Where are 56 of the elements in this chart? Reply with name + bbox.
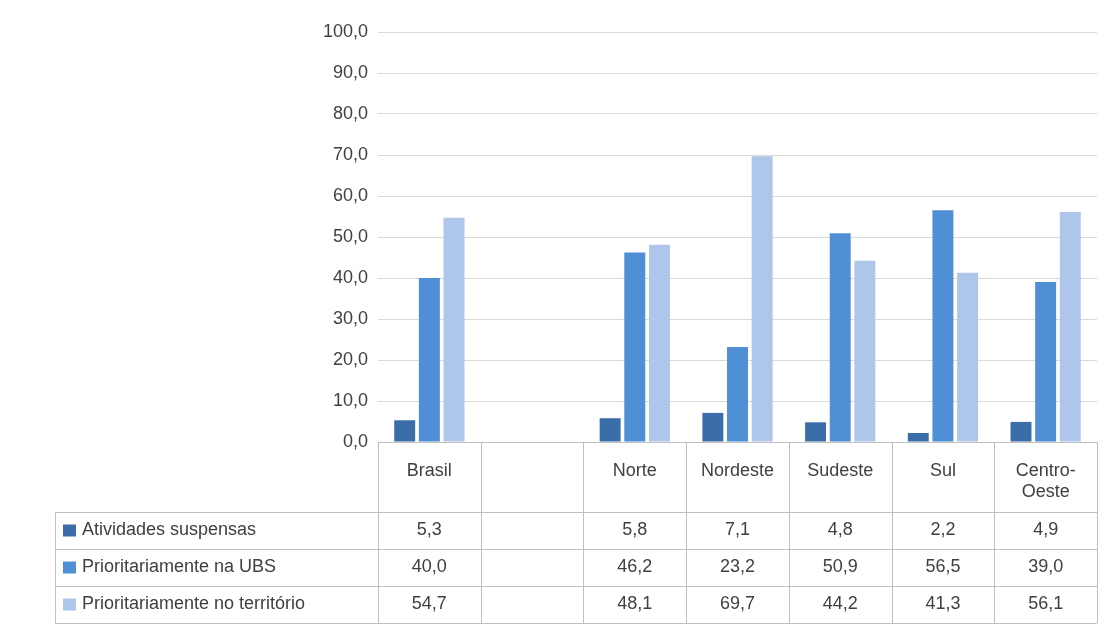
bar (1059, 211, 1081, 442)
y-tick-label: 50,0 (332, 225, 368, 246)
y-tick-label: 20,0 (332, 348, 368, 369)
data-label: 5,8 (622, 519, 648, 540)
y-tick-label: 90,0 (332, 61, 368, 82)
y-tick-label: 80,0 (332, 102, 368, 123)
y-tick-label: 30,0 (332, 307, 368, 328)
bar (1035, 282, 1057, 442)
data-label: 69,7 (719, 593, 756, 614)
bar (624, 252, 646, 442)
x-tick-label: Nordeste (700, 459, 775, 480)
data-label: 44,2 (822, 593, 858, 614)
data-label: 48,1 (617, 593, 653, 614)
data-label: 54,7 (411, 593, 447, 614)
data-label: 23,2 (719, 556, 756, 577)
bar (648, 244, 670, 442)
data-label: 56,1 (1028, 593, 1064, 614)
data-label: 41,3 (925, 593, 961, 614)
bar (1010, 421, 1032, 442)
bar (443, 217, 465, 442)
x-tick-label: Centro-Oeste (1015, 459, 1076, 502)
data-label: 56,5 (925, 556, 961, 577)
bar (854, 260, 876, 442)
bar (932, 210, 954, 442)
y-tick-label: 60,0 (332, 184, 368, 205)
legend-label: Prioritariamente no território (82, 593, 306, 614)
y-tick-label: 10,0 (332, 389, 368, 410)
data-label: 2,2 (930, 519, 956, 540)
bar (805, 422, 827, 442)
x-tick-label: Sudeste (807, 459, 874, 480)
data-label: 4,8 (827, 519, 853, 540)
y-tick-label: 100,0 (322, 20, 368, 41)
x-tick-label: Brasil (406, 459, 452, 480)
bar (957, 272, 979, 442)
data-label: 46,2 (617, 556, 653, 577)
data-label: 39,0 (1028, 556, 1064, 577)
x-tick-label: Norte (612, 459, 657, 480)
y-tick-label: 70,0 (332, 143, 368, 164)
bar (394, 420, 416, 442)
y-tick-label: 0,0 (342, 430, 368, 451)
data-label: 7,1 (724, 519, 751, 540)
y-tick-label: 40,0 (332, 266, 368, 287)
bar (907, 432, 929, 442)
data-label: 50,9 (822, 556, 858, 577)
x-tick-label: Sul (929, 459, 956, 480)
data-label: 40,0 (411, 556, 447, 577)
legend-label: Prioritariamente na UBS (82, 556, 277, 577)
bar (751, 156, 773, 442)
bar (702, 412, 724, 442)
bar (727, 346, 748, 442)
bar (599, 418, 621, 442)
bar (829, 233, 851, 442)
data-label: 5,3 (416, 519, 442, 540)
legend-label: Atividades suspensas (82, 519, 257, 540)
bar (418, 278, 440, 442)
data-label: 4,9 (1033, 519, 1059, 540)
